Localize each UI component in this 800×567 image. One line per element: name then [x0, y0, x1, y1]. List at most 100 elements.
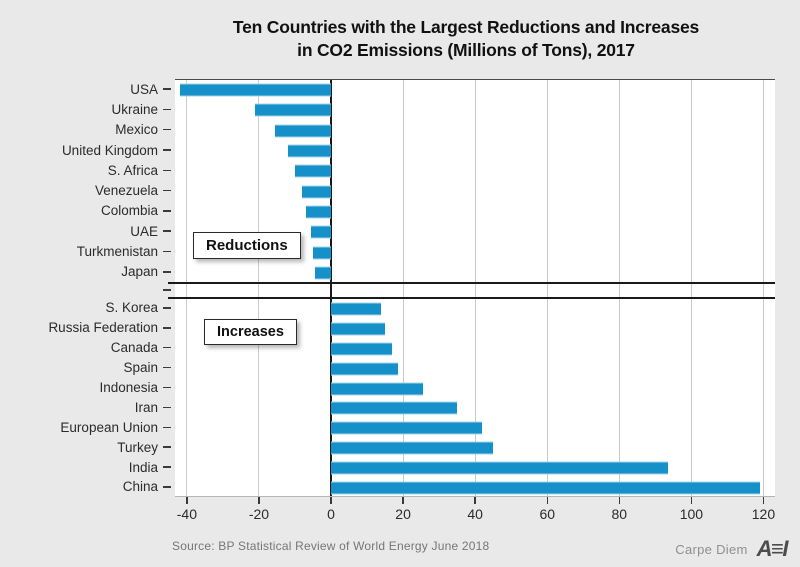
chart-title: Ten Countries with the Largest Reduction… — [133, 16, 799, 62]
ytick-mark-european-union — [163, 426, 171, 429]
gridline-120 — [762, 80, 764, 496]
ytick-mark-s-africa — [163, 169, 171, 172]
ylabel-european-union: European Union — [60, 419, 158, 435]
xtick-label-80: 80 — [611, 506, 628, 522]
ylabel-spain: Spain — [123, 360, 158, 376]
ylabel-china: China — [122, 479, 158, 495]
bar-european-union — [331, 421, 483, 435]
ytick-mark-india — [163, 466, 171, 468]
bar-iran — [331, 401, 458, 415]
bar-venezuela — [302, 185, 332, 199]
ylabel-turkey: Turkey — [117, 439, 158, 455]
xtick-label-20: 20 — [395, 506, 411, 522]
bar-spain — [331, 362, 398, 376]
xtick-label-100: 100 — [679, 506, 704, 522]
ylabel-russia-federation: Russia Federation — [48, 320, 158, 336]
bar-row-european-union — [175, 418, 775, 438]
zero-axis-line — [330, 80, 333, 496]
ylabel-usa: USA — [130, 81, 158, 97]
xtick-mark-120 — [762, 497, 765, 504]
ylabel-indonesia: Indonesia — [99, 380, 158, 395]
bar-row-russia-federation — [175, 319, 775, 339]
ylabel-row-mexico: Mexico — [0, 120, 171, 140]
bar-russia-federation — [331, 322, 386, 336]
ylabel-row-uae: UAE — [0, 221, 171, 241]
ylabel-row-turkey: Turkey — [0, 437, 171, 457]
xtick-mark-0 — [330, 497, 332, 504]
ylabel-row-china: China — [0, 477, 171, 497]
carpe-diem-label: Carpe Diem — [675, 541, 748, 557]
bar-mexico — [275, 124, 332, 138]
bar-row-mexico — [175, 121, 775, 141]
bar-row-turkmenistan — [175, 242, 775, 262]
ytick-mark-japan — [163, 271, 171, 273]
xtick-label-120: 120 — [751, 506, 776, 522]
bar-ukraine — [255, 103, 332, 117]
chart-title-line2: in CO2 Emissions (Millions of Tons), 201… — [297, 40, 635, 61]
increases-panel — [175, 299, 775, 498]
ylabel-row-european-union: European Union — [0, 417, 171, 437]
xtick-mark--40 — [186, 497, 188, 504]
ylabel-row-japan: Japan — [0, 262, 171, 282]
ylabel-row-s-korea: S. Korea — [0, 298, 171, 318]
ylabel-canada: Canada — [110, 340, 158, 356]
bar-turkey — [331, 441, 494, 455]
bar-row-canada — [175, 339, 775, 359]
ylabel-row-iran: Iran — [0, 397, 171, 417]
ylabel-row-canada: Canada — [0, 338, 171, 358]
bar-row-china — [175, 478, 775, 498]
gridline-60 — [546, 80, 548, 496]
bar-row-venezuela — [175, 181, 775, 201]
ylabel-turkmenistan: Turkmenistan — [76, 244, 158, 260]
ytick-mark-colombia — [163, 210, 171, 212]
ylabel-row-spain: Spain — [0, 358, 171, 378]
bar-japan — [314, 266, 332, 280]
ytick-mark-iran — [163, 406, 171, 409]
section-separator-lower — [168, 297, 775, 299]
bar-usa — [179, 83, 332, 97]
gridline-40 — [474, 80, 476, 496]
gap-tick-mark — [163, 289, 171, 291]
gridline-100 — [690, 80, 692, 496]
bar-row-united-kingdom — [175, 141, 775, 161]
ylabel-uae: UAE — [130, 223, 158, 239]
ylabel-row-india: India — [0, 457, 171, 477]
y-axis-labels-increases: S. Korea Russia Federation Canada Spain Indo… — [0, 298, 171, 497]
xtick-mark-60 — [546, 497, 548, 504]
x-axis: -40 -20 0 20 40 60 80 100 120 — [175, 497, 775, 537]
xtick-label--40: -40 — [176, 506, 198, 522]
ylabel-row-united-kingdom: United Kingdom — [0, 140, 171, 160]
xtick-mark-40 — [474, 497, 476, 504]
ylabel-venezuela: Venezuela — [94, 183, 158, 199]
bar-row-usa — [175, 80, 775, 100]
y-axis-labels-reductions: USA Ukraine Mexico United Kingdom S. Africa V… — [0, 79, 171, 282]
ylabel-row-russia-federation: Russia Federation — [0, 318, 171, 338]
bar-uae — [311, 225, 332, 239]
ylabel-row-indonesia: Indonesia — [0, 378, 171, 398]
bar-china — [331, 481, 760, 495]
ytick-mark-usa — [163, 88, 171, 90]
ytick-mark-venezuela — [163, 189, 171, 192]
bar-row-s-korea — [175, 299, 775, 319]
aei-logo: A≡I — [756, 536, 789, 561]
ylabel-row-colombia: Colombia — [0, 201, 171, 221]
ylabel-row-venezuela: Venezuela — [0, 180, 171, 200]
gridline-80 — [618, 80, 620, 496]
ylabel-row-ukraine: Ukraine — [0, 99, 171, 119]
ylabel-japan: Japan — [121, 264, 158, 280]
ylabel-s-africa: S. Africa — [107, 162, 158, 178]
ylabel-mexico: Mexico — [115, 122, 158, 138]
bar-row-s-africa — [175, 161, 775, 181]
section-separator-upper — [168, 282, 775, 284]
ytick-mark-indonesia — [163, 386, 171, 389]
reductions-label: Reductions — [206, 237, 288, 254]
ytick-mark-canada — [163, 346, 171, 349]
xtick-label--20: -20 — [248, 506, 270, 522]
ytick-mark-mexico — [163, 128, 171, 131]
bar-row-turkey — [175, 438, 775, 458]
bar-canada — [331, 342, 393, 356]
bar-row-colombia — [175, 202, 775, 222]
xtick-mark-80 — [618, 497, 621, 504]
reductions-label-box: Reductions — [193, 232, 301, 259]
